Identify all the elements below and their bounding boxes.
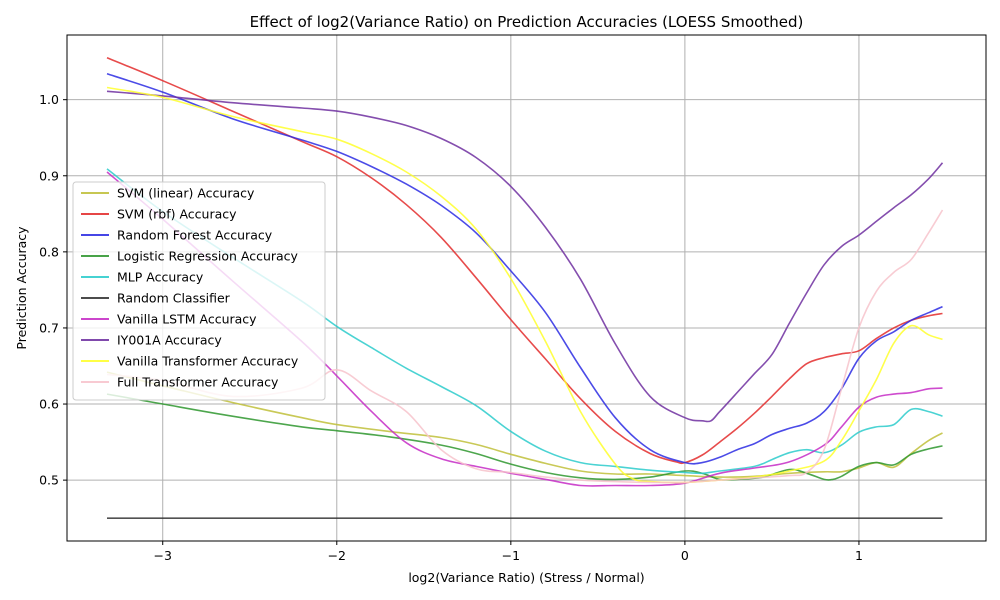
series-line-3 [106,73,943,465]
legend-label: SVM (linear) Accuracy [117,186,255,201]
x-tick-label: −2 [328,548,346,563]
legend-label: SVM (rbf) Accuracy [117,207,237,222]
legend-label: Full Transformer Accuracy [117,375,279,390]
legend: SVM (linear) Accuracy SVM (rbf) Accuracy R… [72,181,326,401]
plot-lines [106,57,944,519]
x-tick-label: 1 [855,548,863,563]
x-axis-title: log2(Variance Ratio) (Stress / Normal) [408,570,644,585]
x-tick-label: −1 [502,548,520,563]
y-tick-label: 0.8 [39,244,59,259]
legend-label: Random Forest Accuracy [117,228,273,243]
y-axis-title: Prediction Accuracy [14,226,29,350]
y-tick-label: 0.5 [39,473,59,488]
chart-title: Effect of log2(Variance Ratio) on Predic… [250,13,804,31]
x-tick-label: 0 [681,548,689,563]
y-tick-label: 0.7 [39,320,59,335]
legend-label: Vanilla LSTM Accuracy [117,312,257,327]
legend-label: Vanilla Transformer Accuracy [117,354,299,369]
ticks: −3 −2 −1 0 1 0.5 0.6 0.7 0.8 0.9 1.0 [39,92,863,563]
series-line-10 [106,209,944,484]
series-line-9 [106,86,943,484]
plot-frame [66,34,987,542]
legend-label: Random Classifier [117,291,231,306]
y-tick-label: 0.9 [39,168,59,183]
legend-label: IY001A Accuracy [117,333,222,348]
series-line-8 [106,90,944,423]
x-tick-label: −3 [154,548,172,563]
y-tick-label: 0.6 [39,397,59,412]
y-tick-label: 1.0 [39,92,59,107]
legend-label: Logistic Regression Accuracy [117,249,299,264]
series-line-7 [106,171,943,487]
series-line-5 [106,168,943,475]
legend-label: MLP Accuracy [117,270,204,285]
legend-box [72,181,326,401]
